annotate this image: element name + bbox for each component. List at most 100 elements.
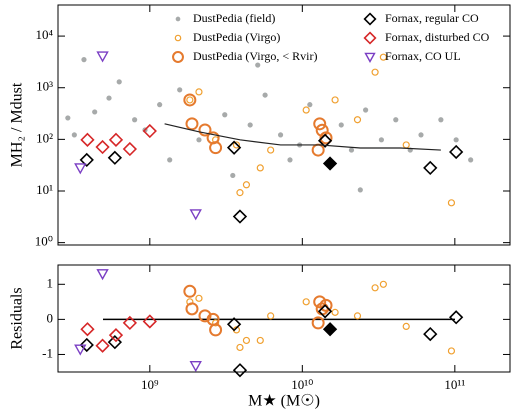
- point: [302, 298, 310, 306]
- point: [364, 52, 376, 63]
- point: [92, 109, 98, 115]
- point: [379, 280, 387, 288]
- point: [142, 123, 157, 139]
- point: [232, 141, 241, 149]
- point: [348, 147, 355, 153]
- point: [81, 57, 87, 63]
- point: [255, 62, 261, 68]
- point: [242, 181, 251, 189]
- point: [189, 360, 202, 373]
- point: [106, 95, 112, 101]
- point: [307, 102, 313, 108]
- y-tick-label: 10⁴: [35, 27, 53, 42]
- y-axis-label: MH₂ / Mdust: [9, 82, 26, 167]
- point: [319, 131, 333, 145]
- point: [186, 96, 194, 104]
- point: [95, 338, 110, 353]
- point: [363, 31, 377, 45]
- point: [242, 336, 251, 345]
- point: [302, 106, 310, 114]
- y-tick-label: 10³: [36, 79, 53, 94]
- point: [319, 298, 333, 312]
- point: [418, 132, 424, 138]
- point: [447, 199, 456, 207]
- point: [247, 122, 253, 128]
- point: [313, 295, 327, 309]
- point: [236, 343, 244, 352]
- point: [402, 141, 410, 149]
- point: [256, 336, 264, 345]
- point: [185, 302, 199, 316]
- point: [379, 53, 387, 61]
- point: [449, 144, 464, 160]
- point: [183, 284, 197, 298]
- point: [142, 314, 157, 329]
- trend-line: [164, 123, 441, 151]
- point: [108, 132, 124, 147]
- point: [468, 157, 474, 163]
- point: [177, 87, 183, 93]
- point: [331, 308, 339, 316]
- point: [353, 312, 362, 320]
- point: [74, 163, 87, 175]
- point: [267, 146, 275, 154]
- plot-frame: [57, 4, 511, 246]
- point: [183, 93, 197, 107]
- point: [357, 187, 363, 193]
- point: [402, 322, 410, 330]
- point: [107, 150, 123, 165]
- point: [313, 117, 327, 131]
- point: [423, 160, 438, 176]
- point: [338, 122, 344, 128]
- y-tick-label: 1: [47, 275, 54, 290]
- legend-label: Fornax, disturbed CO: [385, 30, 490, 44]
- point: [198, 309, 212, 323]
- point: [453, 137, 459, 143]
- point: [277, 132, 284, 138]
- point: [209, 323, 223, 337]
- y-tick-label: 10¹: [36, 182, 53, 197]
- point: [185, 117, 199, 131]
- point: [322, 156, 338, 171]
- point: [65, 115, 71, 121]
- point: [107, 335, 123, 350]
- y-axis-label: Residuals: [9, 287, 26, 349]
- point: [79, 152, 94, 168]
- point: [74, 344, 87, 356]
- plot-frame: [57, 264, 511, 373]
- legend-label: DustPedia (Virgo): [193, 30, 280, 44]
- point: [317, 133, 333, 148]
- point: [331, 96, 339, 104]
- point: [371, 68, 379, 76]
- y-tick-label: 0: [47, 310, 54, 325]
- point: [132, 117, 138, 123]
- legend-label: DustPedia (field): [193, 11, 275, 25]
- point: [353, 116, 362, 124]
- point: [122, 315, 138, 331]
- point: [157, 102, 163, 108]
- x-axis-label: M★ (M☉): [248, 393, 320, 410]
- point: [226, 140, 242, 155]
- legend-label: Fornax, CO UL: [385, 49, 461, 63]
- x-tick-label: 10¹¹: [444, 377, 465, 392]
- point: [167, 157, 173, 163]
- point: [189, 209, 202, 221]
- point: [262, 92, 268, 98]
- point: [236, 189, 244, 197]
- point: [108, 328, 124, 343]
- point: [196, 137, 202, 143]
- y-tick-label: 10²: [36, 130, 53, 145]
- point: [212, 319, 220, 327]
- x-tick-label: 10⁹: [141, 377, 159, 392]
- point: [363, 107, 369, 113]
- point: [311, 316, 325, 330]
- point: [438, 117, 444, 123]
- point: [96, 51, 109, 63]
- point: [226, 317, 242, 332]
- point: [79, 337, 94, 353]
- point: [71, 132, 77, 138]
- point: [172, 51, 184, 63]
- point: [175, 16, 181, 22]
- x-tick-label: 10¹⁰: [291, 377, 313, 392]
